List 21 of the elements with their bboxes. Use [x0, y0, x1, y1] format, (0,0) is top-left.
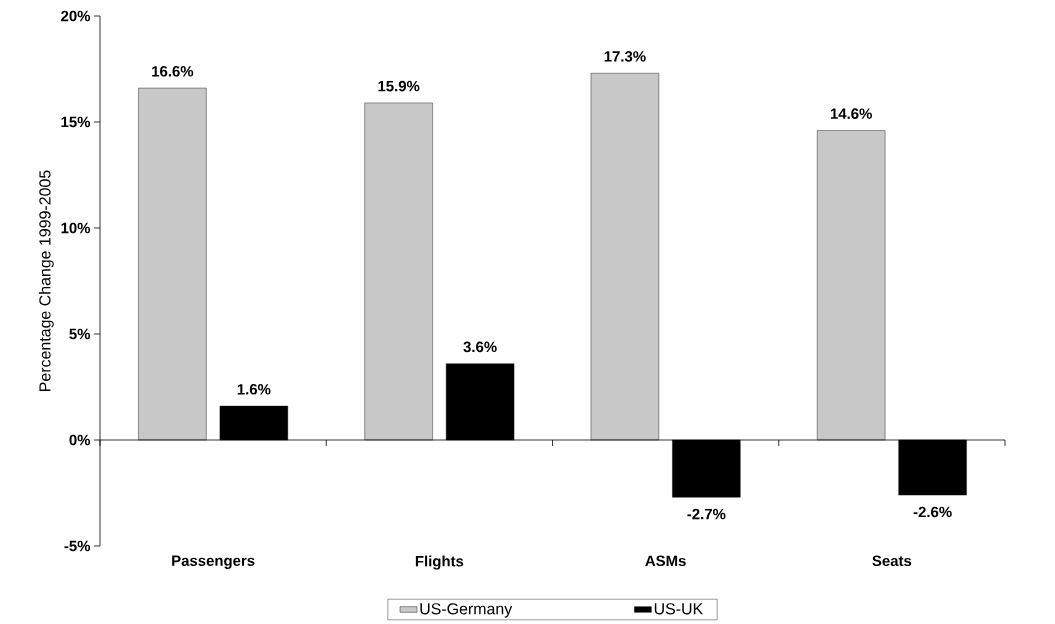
y-tick-label: 10%	[61, 222, 91, 234]
y-tick-label: 5%	[69, 328, 91, 340]
data-label: 3.6%	[463, 341, 497, 353]
x-tick-label: Seats	[872, 555, 912, 567]
y-tick-label: 0%	[69, 434, 91, 446]
x-tick-label: Passengers	[172, 555, 255, 569]
y-tick-label: 15%	[61, 116, 91, 128]
data-label: 15.9%	[378, 80, 420, 92]
y-tick-label: 20%	[61, 10, 91, 22]
data-label: 1.6%	[237, 383, 271, 395]
y-axis-title: Percentage Change 1999-2005	[38, 170, 54, 391]
data-label: 14.6%	[830, 108, 872, 119]
x-tick-label: ASMs	[645, 555, 686, 567]
data-label: 17.3%	[604, 51, 646, 62]
legend-label: US-Germany	[420, 603, 513, 618]
x-tick-label: Flights	[415, 555, 464, 570]
data-label: -2.6%	[913, 506, 952, 518]
data-label: 16.6%	[152, 65, 194, 77]
y-tick-label: -5%	[64, 540, 91, 552]
data-label: -2.7%	[687, 508, 726, 520]
legend-label: US-UK	[654, 603, 704, 615]
